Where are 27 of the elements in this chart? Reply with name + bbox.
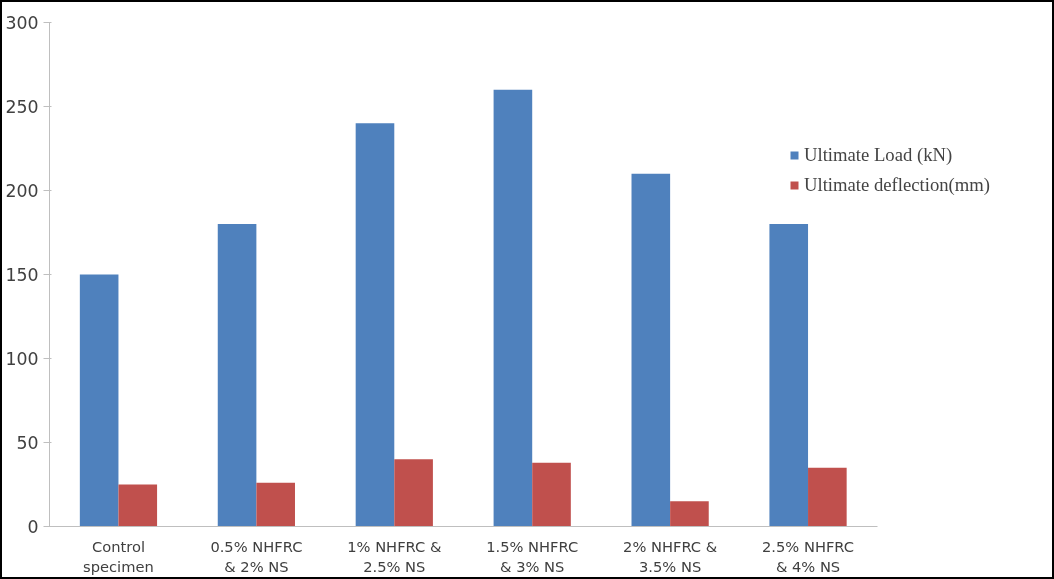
x-tick-label: 2.5% NHFRC & 4% NS (762, 537, 855, 575)
bar (118, 484, 158, 527)
y-tick-label: 100 (5, 349, 39, 369)
x-tick-label: 0.5% NHFRC & 2% NS (210, 537, 303, 575)
y-tick-label: 50 (16, 433, 39, 453)
legend-label: Ultimate deflection(mm) (804, 174, 990, 196)
bar (631, 173, 671, 527)
bar (217, 224, 257, 527)
bar (493, 89, 533, 527)
bar (394, 459, 433, 527)
y-tick-label: 200 (5, 181, 39, 201)
y-tick-label: 0 (27, 517, 39, 537)
x-tick-label: 2% NHFRC & 3.5% NS (623, 537, 718, 575)
x-tick-label: 1.5% NHFRC & 3% NS (486, 537, 579, 575)
bar (256, 482, 295, 527)
x-tick-label: 1% NHFRC & 2.5% NS (347, 537, 442, 575)
y-tick-label: 150 (5, 265, 39, 285)
bar (532, 462, 571, 527)
bar (670, 501, 709, 527)
bar (355, 123, 395, 527)
x-tick-label: Control specimen (83, 537, 154, 575)
bar (79, 274, 119, 527)
y-tick-label: 250 (5, 97, 39, 117)
y-tick-label: 300 (5, 13, 39, 33)
legend-label: Ultimate Load (kN) (804, 144, 953, 166)
bar (769, 224, 809, 527)
bar (808, 467, 847, 527)
